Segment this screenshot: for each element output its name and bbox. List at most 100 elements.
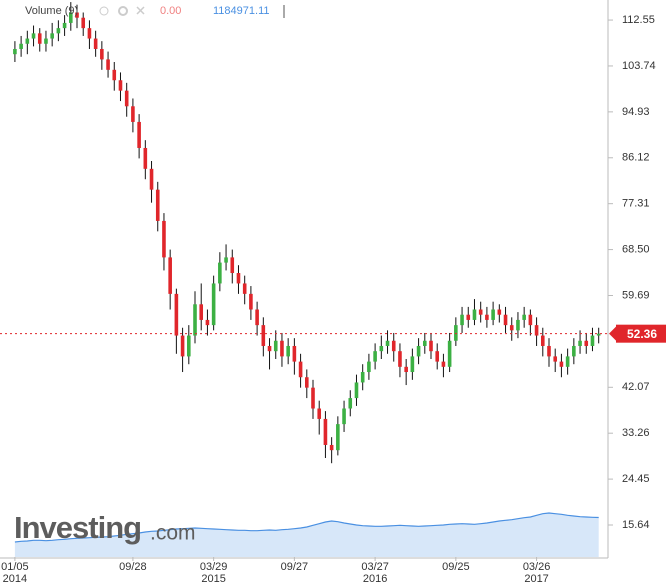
candle-body [280,340,284,357]
candle-body [559,361,564,367]
candle-body [522,314,526,320]
candle-body [435,351,440,362]
candle-body [354,382,359,399]
candle-body [174,293,179,336]
candle-body [286,345,290,357]
candle-body [503,314,508,326]
candle-body [584,340,589,346]
y-tick-label: 24.45 [622,473,650,485]
candle-body [410,356,415,373]
candle-body [218,262,222,284]
candle-body [100,48,104,60]
candle-body [540,335,545,346]
x-year-label: 2016 [363,573,387,585]
y-tick-label: 112.55 [622,14,655,26]
candle-body [590,335,595,346]
candle-body [168,257,172,294]
candle-body [211,283,216,326]
candle-body [230,257,235,274]
candle-body [149,168,154,190]
candle-body [342,408,346,425]
settings-icon[interactable] [118,6,128,16]
candle-body [578,340,582,346]
candle-body [460,314,464,326]
candle-body [68,12,73,23]
candle-body [596,333,601,336]
candle-body [75,12,79,18]
candle-body [81,17,86,29]
candle-body [180,335,185,357]
candle-body [143,147,148,169]
candle-body [547,345,551,357]
candle-body [131,106,135,122]
candle-body [391,340,396,352]
candle-body [429,340,433,352]
legend-value: 1184971.11 [213,5,269,17]
candle-body [19,43,23,49]
y-tick-label: 94.93 [622,106,650,118]
candle-body [50,33,54,39]
candle-body [267,345,272,352]
candle-body [236,273,241,284]
candle-body [255,309,259,326]
x-tick-label: 01/05 [1,561,29,573]
candle-body [162,220,166,258]
candle-body [398,351,402,367]
x-tick-label: 09/28 [119,561,147,573]
candle-body [485,314,489,320]
candle-body [31,33,36,39]
watermark-brand: Investing [14,510,141,545]
candle-body [273,340,278,352]
candle-body [106,59,110,70]
candle-body [292,345,297,362]
candle-body [193,304,197,336]
watermark: Investing .com [14,510,196,545]
candle-body [56,28,61,34]
candle-body [336,424,340,451]
candle-body [311,387,315,409]
y-tick-label: 77.31 [622,198,650,210]
y-tick-label: 68.50 [622,243,650,255]
candle-body [472,309,477,320]
last-price-box [616,324,666,343]
volume-legend: Volume (9) 0.00 1184971.11 [25,5,285,18]
candle-body [199,304,204,320]
candle-body [373,351,377,362]
candle-body [304,377,309,388]
candle-body [87,28,92,39]
candle-body [261,325,266,346]
candle-body [416,345,421,357]
x-year-label: 2017 [524,573,548,585]
candle-body [367,361,371,373]
volume-line [14,512,599,543]
last-price-label: 52.36 [627,327,657,341]
y-tick-label: 42.07 [622,381,650,393]
y-tick-label: 15.64 [622,519,650,531]
candle-body [491,309,495,320]
candle-body [242,283,247,294]
candle-body [497,309,502,315]
candle-body [323,418,328,445]
candle-body [509,325,514,331]
candle-body [441,361,446,367]
x-tick-label: 03/27 [361,561,389,573]
candle-body [124,90,129,107]
legend-change: 0.00 [160,5,181,17]
y-tick-label: 103.74 [622,60,656,72]
candle-body [478,309,483,315]
last-price-arrow [609,326,616,341]
close-icon[interactable] [136,6,145,15]
candle-body [454,325,458,341]
candle-body [422,340,427,346]
y-tick-label: 86.12 [622,152,650,164]
candle-body [62,22,67,29]
candle-body [329,444,334,451]
volume-area [14,513,599,557]
candle-body [112,69,117,81]
candle-body [37,33,42,44]
x-tick-label: 03/26 [523,561,551,573]
eye-icon[interactable] [99,6,109,16]
candle-body [317,408,322,419]
candle-body [572,345,576,357]
